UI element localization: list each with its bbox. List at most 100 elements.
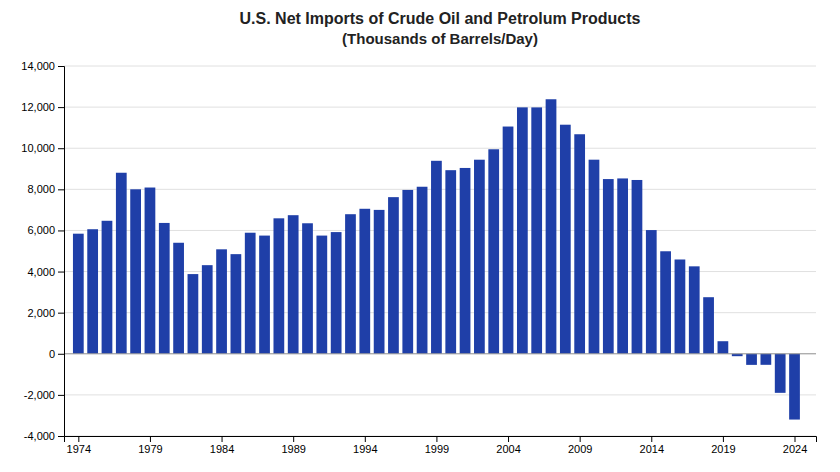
bar	[445, 170, 456, 354]
x-tick-label: 1979	[138, 443, 162, 455]
y-tick-label: -4,000	[24, 430, 55, 442]
bar	[374, 210, 385, 354]
x-tick-label: 2019	[711, 443, 735, 455]
grid-line	[64, 66, 816, 67]
x-tick-mark	[651, 436, 652, 442]
y-tick-label: 4,000	[27, 266, 55, 278]
x-tick: 1994	[353, 436, 377, 455]
x-tick-mark	[78, 436, 79, 442]
bar	[632, 180, 643, 354]
bar	[689, 266, 700, 353]
y-tick-mark	[58, 354, 64, 355]
x-tick-label: 1994	[353, 443, 377, 455]
bar	[216, 249, 227, 353]
y-tick: 2,000	[27, 307, 64, 319]
x-tick-mark	[508, 436, 509, 442]
x-tick-mark	[723, 436, 724, 442]
bar	[431, 161, 442, 354]
bar	[417, 187, 428, 354]
y-tick: -4,000	[24, 430, 64, 442]
y-tick-mark	[58, 313, 64, 314]
zero-line	[64, 353, 816, 354]
bar	[331, 232, 342, 354]
bar	[202, 265, 213, 354]
x-tick-mark	[436, 436, 437, 442]
subtitle: (Thousands of Barrels/Day)	[342, 30, 538, 47]
grid-line	[64, 107, 816, 108]
title: U.S. Net Imports of Crude Oil and Petrol…	[240, 10, 641, 27]
bar	[546, 99, 557, 354]
y-tick-label: 2,000	[27, 307, 55, 319]
chart: U.S. Net Imports of Crude Oil and Petrol…	[0, 0, 840, 472]
bar	[718, 341, 729, 354]
bar	[402, 190, 413, 354]
x-axis-line	[65, 437, 817, 443]
bar	[589, 160, 600, 354]
x-tick: 2009	[568, 436, 592, 455]
x-tick-label: 2014	[640, 443, 664, 455]
x-tick-label: 1974	[67, 443, 91, 455]
y-tick: 0	[49, 348, 64, 360]
y-tick: 4,000	[27, 266, 64, 278]
x-tick-label: 1984	[210, 443, 234, 455]
bar	[703, 297, 714, 354]
bar	[517, 107, 528, 353]
y-tick-label: 14,000	[21, 60, 55, 72]
x-tick: 1979	[138, 436, 162, 455]
bar	[145, 188, 156, 354]
bar	[531, 107, 542, 353]
x-tick: 2004	[496, 436, 520, 455]
bar	[560, 125, 571, 354]
y-axis: -4,000-2,00002,0004,0006,0008,00010,0001…	[21, 60, 64, 442]
x-tick: 1999	[425, 436, 449, 455]
x-tick-mark	[222, 436, 223, 442]
bar	[130, 189, 141, 353]
bar	[288, 215, 299, 354]
bars	[73, 99, 800, 419]
bar	[646, 230, 657, 354]
bar	[245, 233, 256, 354]
y-tick-mark	[58, 66, 64, 67]
y-tick: -2,000	[24, 389, 64, 401]
x-tick: 2024	[783, 436, 807, 455]
y-tick-label: 0	[49, 348, 55, 360]
y-tick-label: -2,000	[24, 389, 55, 401]
grid	[64, 66, 816, 436]
x-tick-label: 1999	[425, 443, 449, 455]
grid-line	[64, 148, 816, 149]
bar	[746, 354, 757, 365]
x-tick: 2014	[640, 436, 664, 455]
y-tick: 12,000	[21, 101, 64, 113]
bar	[302, 223, 313, 354]
bar	[388, 197, 399, 354]
bar	[116, 173, 127, 354]
bar	[574, 134, 585, 354]
y-tick-mark	[58, 230, 64, 231]
y-tick-mark	[58, 436, 64, 437]
x-tick-mark	[580, 436, 581, 442]
bar	[345, 214, 356, 354]
x-tick-mark	[365, 436, 366, 442]
bar	[488, 149, 499, 354]
bar	[316, 236, 327, 354]
y-tick-mark	[58, 107, 64, 108]
bar	[188, 274, 199, 354]
bar	[603, 179, 614, 354]
y-tick-mark	[58, 272, 64, 273]
x-axis: 1974 1979 1984 1989 1994 1999 2004 2009 2014 2019…	[65, 436, 817, 455]
x-tick-label: 2009	[568, 443, 592, 455]
y-tick: 8,000	[27, 183, 64, 195]
bar	[775, 354, 786, 393]
y-tick: 14,000	[21, 60, 64, 72]
bar	[359, 209, 370, 354]
x-tick: 1989	[281, 436, 305, 455]
y-axis-line	[58, 67, 65, 437]
bar	[474, 160, 485, 354]
x-tick-mark	[795, 436, 796, 442]
bar	[273, 218, 284, 353]
plot: 1974 1979 1984 1989 1994 1999 2004 2009 2014 2019…	[21, 60, 816, 455]
bar	[660, 251, 671, 354]
x-tick-label: 1989	[281, 443, 305, 455]
bar	[460, 168, 471, 354]
bar	[159, 223, 170, 354]
